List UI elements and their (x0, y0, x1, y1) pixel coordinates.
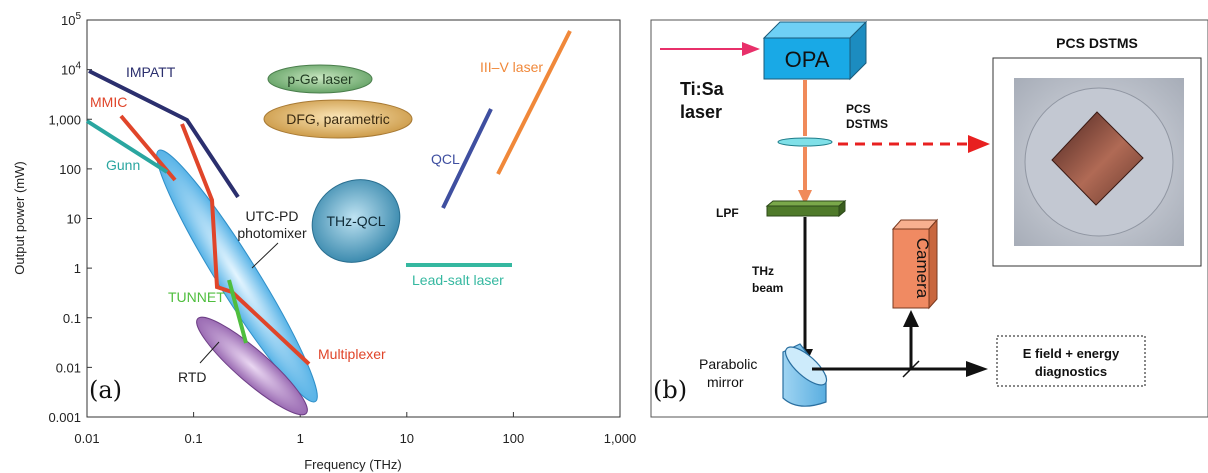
thz-qcl-region (311, 179, 401, 263)
x-tick-label: 0.1 (185, 431, 203, 446)
y-tick-label: 104 (61, 61, 81, 78)
x-axis-label: Frequency (THz) (304, 457, 402, 472)
gunn-line (85, 119, 169, 174)
mmic-label: MMIC (90, 94, 127, 110)
photomixer-label: photomixer (237, 225, 307, 241)
x-axis-ticks: 0.01 0.1 1 10 100 1,000 (74, 412, 636, 446)
dfg-parametric-region (263, 99, 413, 139)
opa-box-top (762, 21, 868, 39)
tisa-label-2: laser (680, 102, 722, 122)
y-tick-label: 105 (61, 11, 81, 28)
diagnostics-box (996, 335, 1146, 387)
pge-laser-label: p-Ge laser (287, 71, 353, 87)
rtd-pointer-line (199, 341, 220, 364)
lpf-filter (766, 205, 840, 217)
thz-beam-label-2: beam (752, 281, 783, 295)
opa-box (763, 37, 851, 80)
dfg-label: DFG, parametric (286, 111, 389, 127)
y-tick-label: 0.01 (56, 360, 81, 375)
iii-v-laser-label: III–V laser (480, 59, 543, 75)
x-tick-label: 100 (503, 431, 525, 446)
camera-box (892, 228, 930, 309)
pcs-label-1: PCS (846, 102, 871, 116)
y-tick-label: 10 (67, 212, 81, 227)
y-tick-label: 0.001 (48, 410, 81, 425)
diagnostics-label-1: E field + energy (1023, 346, 1120, 361)
pge-laser-region (267, 64, 373, 94)
x-tick-label: 1 (297, 431, 304, 446)
pump-arrowhead (742, 42, 760, 56)
qcl-line (441, 108, 493, 209)
x-tick-label: 1,000 (604, 431, 637, 446)
multiplexer-line (230, 290, 311, 366)
utc-pointer-line (251, 242, 279, 269)
camera-label: Camera (913, 238, 932, 299)
lpf-filter-top (765, 200, 847, 207)
lpf-label: LPF (716, 206, 739, 220)
tunnet-label: TUNNET (168, 289, 225, 305)
y-axis-label: Output power (mW) (12, 161, 27, 274)
thz-beam-label-1: THz (752, 264, 774, 278)
y-tick-label: 0.1 (63, 311, 81, 326)
x-tick-label: 0.01 (74, 431, 99, 446)
y-tick-label: 1 (74, 261, 81, 276)
tisa-label-1: Ti:Sa (680, 79, 725, 99)
opa-label: OPA (785, 47, 830, 72)
gunn-label: Gunn (106, 157, 140, 173)
impatt-label: IMPATT (126, 64, 176, 80)
rtd-region (196, 316, 308, 416)
panel-a-tag: (a) (89, 376, 122, 404)
y-tick-label: 100 (59, 162, 81, 177)
lead-salt-label: Lead-salt laser (412, 272, 504, 288)
x-tick-label: 10 (400, 431, 414, 446)
parabolic-label-2: mirror (707, 374, 744, 390)
photo-crystal (1051, 111, 1144, 206)
lpf-filter-side (838, 199, 846, 218)
qcl-label: QCL (431, 151, 460, 167)
parabolic-label-1: Parabolic (699, 356, 757, 372)
mmic-branch-line (180, 123, 233, 294)
utc-pd-label: UTC-PD (246, 208, 299, 224)
tunnet-line (227, 279, 248, 344)
rtd-label: RTD (178, 369, 207, 385)
camera-arrowhead (903, 310, 919, 327)
multiplexer-label: Multiplexer (318, 346, 386, 362)
diagnostics-label-2: diagnostics (1035, 364, 1107, 379)
thz-qcl-label: THz-QCL (326, 213, 385, 229)
impatt-line (88, 69, 240, 199)
parabolic-mirror-face (784, 346, 828, 386)
pcs-crystal (777, 137, 833, 147)
panel-a-chart: 0.01 0.1 1 10 100 1,000 1051041,0001001010.10… (12, 11, 636, 472)
diagnostic-arrowhead (966, 361, 988, 377)
photo-title: PCS DSTMS (1056, 35, 1138, 51)
zoom-arrowhead (968, 135, 990, 153)
pump-through-arrowhead (798, 190, 812, 205)
panel-b-diagram: Ti:Sa laser OPA PCS DSTMS LPF THz beam P (650, 19, 1208, 418)
y-axis-ticks: 105 104 1,000 100 10 1 0.1 0.01 0.001 (48, 11, 92, 425)
panel-b-tag: (b) (653, 376, 687, 404)
pcs-label-2: DSTMS (846, 117, 888, 131)
y-tick-label: 1,000 (48, 112, 81, 127)
iii-v-laser-line (496, 30, 572, 175)
